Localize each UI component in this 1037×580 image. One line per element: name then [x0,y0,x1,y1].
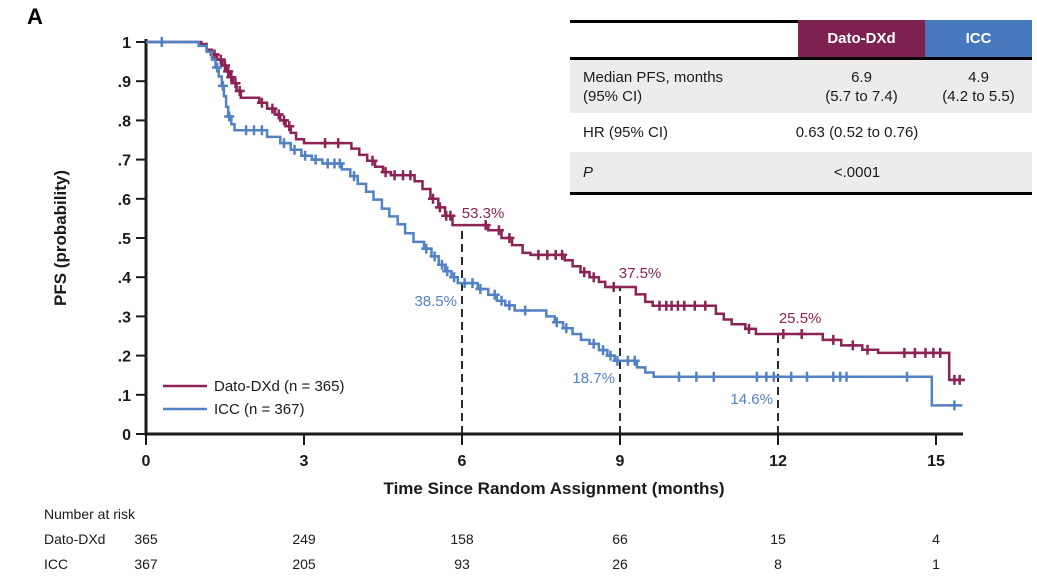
milestone-rate-label: 37.5% [619,265,662,282]
number-at-risk-title: Number at risk [44,506,136,522]
legend-entry-icc: ICC (n = 367) [214,401,304,418]
risk-row-label-dato: Dato-DXd [44,531,106,547]
km-chart: 1 .9 .8 .7 .6 .5 .4 .3 .2 .1 00 3 6 9 12 15 Time Since R… [51,35,965,498]
median-pfs-dato-ci: (5.7 to 7.4) [825,87,898,105]
svg-text:12: 12 [769,453,787,470]
median-pfs-icc-value: 4.9 (4.2 to 5.5) [925,60,1032,113]
svg-text:3: 3 [300,453,309,470]
svg-text:0: 0 [142,453,151,470]
risk-count: 1 [932,556,940,572]
risk-count: 158 [450,531,474,547]
svg-text:.4: .4 [118,270,131,287]
milestone-rate-label: 14.6% [730,391,773,408]
svg-text:6: 6 [458,453,467,470]
median-pfs-dato-value: 6.9 (5.7 to 7.4) [798,60,925,113]
svg-text:0: 0 [122,427,131,444]
median-pfs-label-line2: (95% CI) [583,87,643,105]
hr-value: 0.63 (0.52 to 0.76) [795,124,919,141]
risk-count: 15 [770,531,786,547]
svg-text:.6: .6 [118,192,131,209]
stats-row-median-pfs: Median PFS, months (95% CI) 6.9 (5.7 to … [570,60,1032,113]
risk-count: 8 [774,556,782,572]
svg-text:.9: .9 [118,74,131,91]
median-pfs-dato-months: 6.9 [851,68,872,86]
risk-count: 205 [292,556,316,572]
milestone-rate-label: 18.7% [572,370,615,387]
stats-table: Dato-DXd ICC Median PFS, months (95% CI)… [570,20,1032,195]
svg-text:15: 15 [927,453,945,470]
risk-count: 66 [612,531,628,547]
svg-text:.1: .1 [118,388,131,405]
svg-text:.7: .7 [118,153,131,170]
median-pfs-label: Median PFS, months (95% CI) [570,60,798,113]
risk-row-label-icc: ICC [44,556,69,572]
milestone-rate-label: 38.5% [414,293,457,310]
stats-header-icc-cell: ICC [925,20,1032,57]
p-label: P [583,163,594,181]
risk-count: 4 [932,531,940,547]
risk-count: 93 [454,556,470,572]
y-axis-title: PFS (probability) [51,170,70,306]
svg-text:.8: .8 [118,113,131,130]
stats-table-header-row: Dato-DXd ICC [570,20,1032,60]
p-value: <.0001 [833,163,881,181]
risk-count: 249 [292,531,316,547]
stats-row-hazard-ratio: HR (95% CI) 0.63 (0.52 to 0.76) [570,113,1032,152]
svg-text:.2: .2 [118,349,131,366]
milestone-rate-label: 25.5% [779,310,822,327]
milestone-rate-label: 53.3% [462,205,505,222]
hr-label: HR (95% CI) [583,124,669,141]
svg-text:9: 9 [616,453,625,470]
svg-text:.5: .5 [118,231,131,248]
svg-text:.3: .3 [118,309,131,326]
risk-count: 365 [134,531,158,547]
median-pfs-icc-months: 4.9 [968,68,989,86]
panel-label: A [27,4,43,29]
stats-row-p-value: P <.0001 [570,152,1032,192]
stats-header-empty-cell [570,20,798,57]
x-axis-title: Time Since Random Assignment (months) [384,479,725,498]
median-pfs-label-line1: Median PFS, months [583,68,724,86]
stats-header-dato-cell: Dato-DXd [798,20,925,57]
risk-count: 367 [134,556,158,572]
risk-count: 26 [612,556,628,572]
svg-text:1: 1 [122,35,131,52]
legend-entry-dato: Dato-DXd (n = 365) [214,378,344,395]
median-pfs-icc-ci: (4.2 to 5.5) [942,87,1015,105]
